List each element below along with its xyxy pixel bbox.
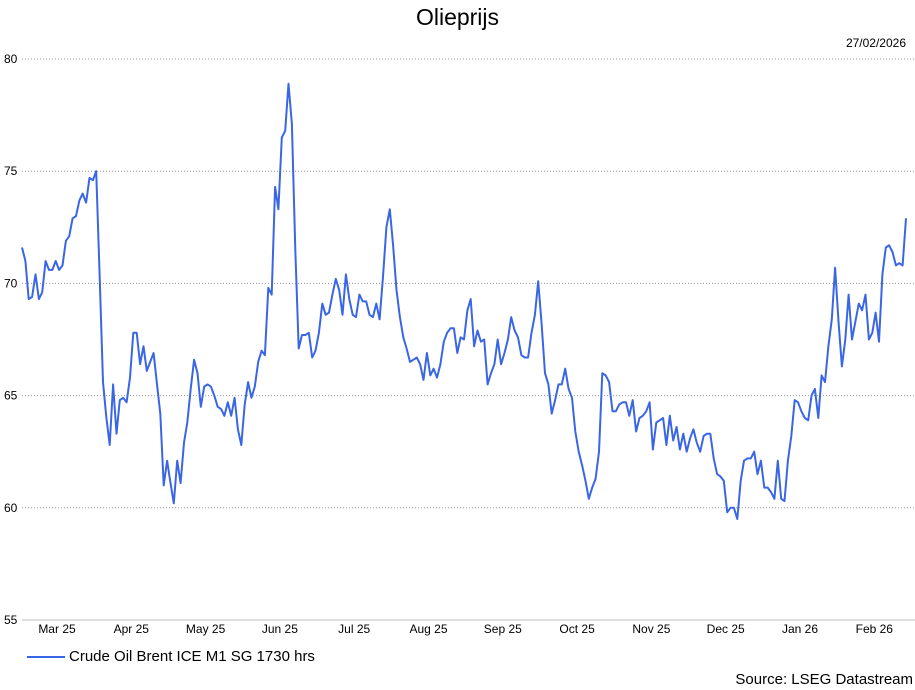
y-tick-label: 80 [4,52,18,66]
x-axis-ticks: Mar 25 Apr 25 May 25 Jun 25 Jul 25 Aug 25 Sep … [38,622,893,636]
chart-title: Olieprijs [415,4,500,30]
y-tick-label: 65 [4,389,18,403]
x-tick-label: Aug 25 [409,622,447,636]
y-tick-label: 55 [4,613,18,627]
x-tick-label: Dec 25 [707,622,745,636]
legend: Crude Oil Brent ICE M1 SG 1730 hrs [27,648,315,665]
source-note: Source: LSEG Datastream [735,671,913,688]
x-tick-label: Apr 25 [114,622,150,636]
x-tick-label: Oct 25 [559,622,595,636]
legend-swatch [27,655,65,658]
x-tick-label: Feb 26 [856,622,894,636]
x-tick-label: May 25 [186,622,226,636]
series-line-brent [21,82,907,520]
x-tick-label: Sep 25 [484,622,522,636]
y-tick-label: 75 [4,164,18,178]
chart-date-label: 27/02/2026 [845,36,906,50]
y-tick-label: 70 [4,276,18,290]
legend-label: Crude Oil Brent ICE M1 SG 1730 hrs [69,648,315,665]
x-tick-label: Jun 25 [262,622,298,636]
x-tick-label: Jul 25 [338,622,370,636]
x-tick-label: Jan 26 [782,622,818,636]
x-tick-label: Mar 25 [38,622,76,636]
gridlines [22,58,915,509]
x-tick-label: Nov 25 [632,622,670,636]
y-tick-label: 60 [4,501,18,515]
y-axis-ticks: 55 60 65 70 75 80 [4,52,18,627]
